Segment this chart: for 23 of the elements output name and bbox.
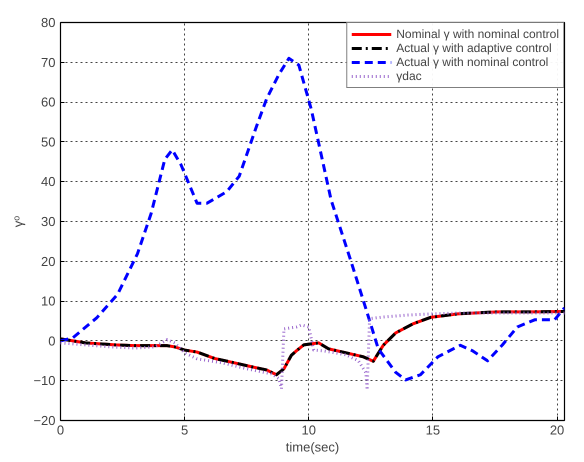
x-tick-label: 5: [181, 422, 188, 438]
line-series: [60, 56, 564, 382]
y-tick-label: 80: [41, 15, 56, 30]
x-tick-label: 20: [550, 422, 564, 438]
y-tick-label: 0: [48, 333, 56, 348]
legend-label: Actual γ with nominal control: [396, 55, 548, 69]
legend-label: γdac: [396, 69, 422, 83]
y-tick-label: 60: [41, 94, 56, 110]
x-axis-title: time(sec): [286, 440, 340, 454]
x-tick-label: 10: [302, 422, 316, 438]
line-series: [60, 312, 564, 392]
x-tick-label: 15: [426, 422, 440, 438]
y-tick-label: −10: [33, 373, 56, 388]
y-tick-label: 50: [41, 134, 56, 150]
y-tick-label: 10: [41, 294, 56, 309]
legend-label: Actual γ with adaptive control: [396, 41, 552, 55]
y-tick-label: 70: [41, 54, 56, 70]
y-tick-label: −20: [33, 413, 56, 428]
y-tick-label: 40: [41, 174, 56, 190]
y-axis-title: γᵒ: [10, 216, 26, 228]
y-tick-label: 30: [41, 214, 56, 229]
y-tick-label: 20: [41, 254, 56, 269]
legend-label: Nominal γ with nominal control: [396, 27, 559, 41]
